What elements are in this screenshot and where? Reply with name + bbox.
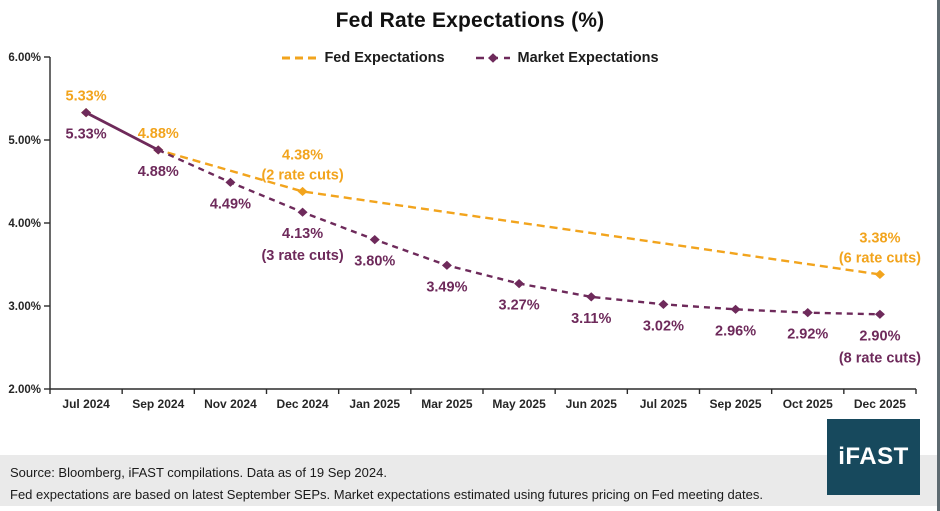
fed-expectations-line — [85, 111, 881, 276]
market-expectations-line-solid — [85, 111, 159, 152]
footer-bar: Source: Bloomberg, iFAST compilations. D… — [0, 455, 940, 506]
line-chart-plot-area: 6.00% 5.00% 4.00% 3.00% 2.00% Jul 2024 Sep 202… — [8, 52, 921, 411]
market-expectations-data-point-marker — [514, 278, 525, 289]
y-tick-label: 4.00% — [8, 218, 41, 230]
market-expectations-data-label: 4.88% — [138, 164, 179, 180]
market-expectations-data-point-marker — [81, 108, 92, 118]
footnote-text: Fed expectations are based on latest Sep… — [10, 486, 763, 502]
market-expectations-data-point-marker — [369, 235, 380, 245]
dashed-line-swatch-icon — [282, 56, 317, 60]
market-expectations-data-point-marker — [225, 177, 236, 187]
y-tick-label: 3.00% — [8, 301, 41, 313]
y-tick-label: 6.00% — [8, 52, 41, 64]
market-expectations-data-label: (8 rate cuts) — [839, 350, 921, 366]
x-tick-label: Jul 2025 — [640, 397, 688, 411]
right-edge-line — [937, 0, 940, 511]
legend-item-fed-expectations: Fed Expectations — [281, 50, 445, 66]
market-expectations-data-point-marker — [441, 260, 452, 270]
market-expectations-data-point-marker — [874, 309, 885, 319]
legend-label-market: Market Expectations — [517, 50, 659, 66]
market-expectations-data-label: 3.02% — [643, 318, 684, 334]
fed-expectations-data-label: 4.38% — [282, 147, 323, 163]
market-expectations-data-label: (3 rate cuts) — [261, 248, 343, 264]
fed-expectations-data-label: 3.38% — [859, 230, 900, 246]
y-tick-label: 5.00% — [8, 135, 41, 147]
x-tick-label: Jul 2024 — [62, 397, 110, 411]
market-expectations-data-label: 3.27% — [499, 298, 540, 314]
market-expectations-data-point-marker — [153, 145, 164, 155]
x-tick-label: Dec 2025 — [854, 397, 906, 411]
legend-item-market-expectations: Market Expectations — [475, 50, 659, 66]
market-expectations-data-label: 3.80% — [354, 254, 395, 270]
x-tick-label: Oct 2025 — [783, 397, 833, 411]
x-tick-label: Nov 2024 — [204, 397, 257, 411]
market-expectations-data-label: 2.90% — [859, 328, 900, 344]
fed-expectations-data-label: 5.33% — [66, 89, 107, 105]
x-tick-label: Sep 2025 — [710, 397, 762, 411]
x-tick-label: Dec 2024 — [277, 397, 329, 411]
legend: Fed Expectations Market Expectations — [0, 50, 940, 66]
chart-title: Fed Rate Expectations (%) — [335, 9, 605, 32]
market-expectations-data-label: 4.13% — [282, 226, 323, 242]
legend-label-fed: Fed Expectations — [324, 50, 445, 66]
market-expectations-data-point-marker — [586, 292, 597, 302]
x-tick-label: Jun 2025 — [566, 397, 618, 411]
x-tick-label: Sep 2024 — [132, 397, 184, 411]
source-text: Source: Bloomberg, iFAST compilations. D… — [10, 465, 387, 480]
y-tick-label: 2.00% — [8, 384, 41, 396]
ifast-logo: iFAST — [827, 419, 920, 495]
market-expectations-data-point-marker — [658, 299, 669, 309]
market-expectations-data-label: 3.49% — [426, 279, 467, 295]
market-expectations-data-point-marker — [297, 207, 308, 217]
market-expectations-data-point-marker — [730, 304, 741, 314]
market-expectations-data-label: 3.11% — [571, 311, 611, 327]
market-expectations-data-label: 5.33% — [66, 127, 107, 143]
market-expectations-data-point-marker — [802, 308, 813, 318]
market-expectations-data-label: 2.92% — [787, 327, 828, 343]
fed-expectations-data-label: (6 rate cuts) — [839, 250, 921, 266]
x-tick-label: Jan 2025 — [349, 397, 400, 411]
market-expectations-data-label: 4.49% — [210, 196, 251, 212]
fed-expectations-data-label: 4.88% — [138, 126, 179, 142]
fed-expectations-data-label: (2 rate cuts) — [261, 167, 343, 183]
fed-expectations-data-point-marker — [297, 186, 308, 197]
x-tick-label: May 2025 — [492, 397, 546, 411]
fed-expectations-data-point-marker — [874, 269, 885, 280]
x-tick-label: Mar 2025 — [421, 397, 473, 411]
market-expectations-data-label: 2.96% — [715, 323, 756, 339]
dash-diamond-line-swatch-icon — [475, 53, 510, 63]
